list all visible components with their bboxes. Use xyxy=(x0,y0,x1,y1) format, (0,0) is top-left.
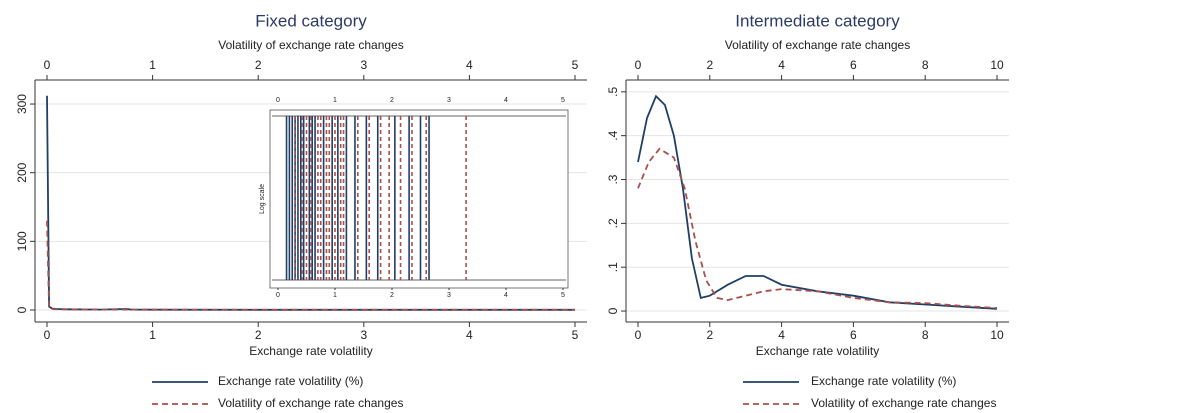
x2-tick-label: 2 xyxy=(706,58,713,72)
inset-tick-label: 4 xyxy=(504,97,508,104)
inset-y-label: Log scale xyxy=(259,184,266,214)
x2-tick-label: 10 xyxy=(990,58,1004,72)
y-tick-label: 300 xyxy=(15,94,29,114)
x-tick-label: 0 xyxy=(635,328,642,342)
legend-label: Volatility of exchange rate changes xyxy=(811,396,996,410)
chart-title: Fixed category xyxy=(255,11,367,30)
x2-tick-label: 0 xyxy=(44,58,51,72)
x2-tick-label: 2 xyxy=(255,58,262,72)
x-axis-label: Exchange rate volatility xyxy=(756,344,879,358)
inset: Log scale 0 0 1 1 2 2 3 3 4 4 5 5 xyxy=(259,97,569,299)
inset-tick-label: 1 xyxy=(333,97,337,104)
inset-tick-label: 0 xyxy=(276,292,280,299)
legend-label: Exchange rate volatility (%) xyxy=(218,374,363,388)
y-tick-label: .3 xyxy=(606,174,620,184)
inset-tick-label: 4 xyxy=(504,292,508,299)
x-tick-label: 8 xyxy=(922,328,929,342)
x-tick-label: 1 xyxy=(149,328,156,342)
x2-tick-label: 3 xyxy=(360,58,367,72)
data-line xyxy=(637,147,998,309)
panel: Fixed category Volatility of exchange rat… xyxy=(15,11,587,410)
legend-label: Volatility of exchange rate changes xyxy=(218,396,403,410)
x-tick-label: 2 xyxy=(255,328,262,342)
inset-tick-label: 3 xyxy=(447,97,451,104)
inset-tick-label: 5 xyxy=(561,97,565,104)
x-tick-label: 2 xyxy=(706,328,713,342)
y-tick-label: 0 xyxy=(15,306,29,313)
x-tick-label: 4 xyxy=(466,328,473,342)
inset-tick-label: 3 xyxy=(447,292,451,299)
inset-tick-label: 1 xyxy=(333,292,337,299)
y-tick-label: 100 xyxy=(15,231,29,251)
inset-tick-label: 5 xyxy=(561,292,565,299)
legend-label: Exchange rate volatility (%) xyxy=(811,374,956,388)
x-tick-label: 0 xyxy=(44,328,51,342)
x-tick-label: 5 xyxy=(572,328,579,342)
x2-axis-label: Volatility of exchange rate changes xyxy=(218,38,403,52)
x2-tick-label: 4 xyxy=(778,58,785,72)
x2-tick-label: 4 xyxy=(466,58,473,72)
x-tick-label: 3 xyxy=(360,328,367,342)
x2-tick-label: 1 xyxy=(149,58,156,72)
inset-frame xyxy=(269,109,569,289)
x2-tick-label: 0 xyxy=(635,58,642,72)
inset-tick-label: 2 xyxy=(390,292,394,299)
x-tick-label: 6 xyxy=(850,328,857,342)
x2-tick-label: 8 xyxy=(922,58,929,72)
data-line xyxy=(637,94,998,310)
y-tick-label: 0 xyxy=(606,307,620,314)
inset-tick-label: 0 xyxy=(276,97,280,104)
y-tick-label: .5 xyxy=(606,87,620,97)
panel: Intermediate category Volatility of excha… xyxy=(606,11,1009,410)
y-tick-label: .1 xyxy=(606,262,620,272)
chart-title: Intermediate category xyxy=(735,11,900,30)
y-tick-label: 200 xyxy=(15,162,29,182)
x-tick-label: 10 xyxy=(990,328,1004,342)
x2-tick-label: 5 xyxy=(572,58,579,72)
x-axis-label: Exchange rate volatility xyxy=(249,344,372,358)
x2-tick-label: 6 xyxy=(850,58,857,72)
x-tick-label: 4 xyxy=(778,328,785,342)
inset-tick-label: 2 xyxy=(390,97,394,104)
x2-axis-label: Volatility of exchange rate changes xyxy=(725,38,910,52)
y-tick-label: .4 xyxy=(606,130,620,140)
y-tick-label: .2 xyxy=(606,218,620,228)
